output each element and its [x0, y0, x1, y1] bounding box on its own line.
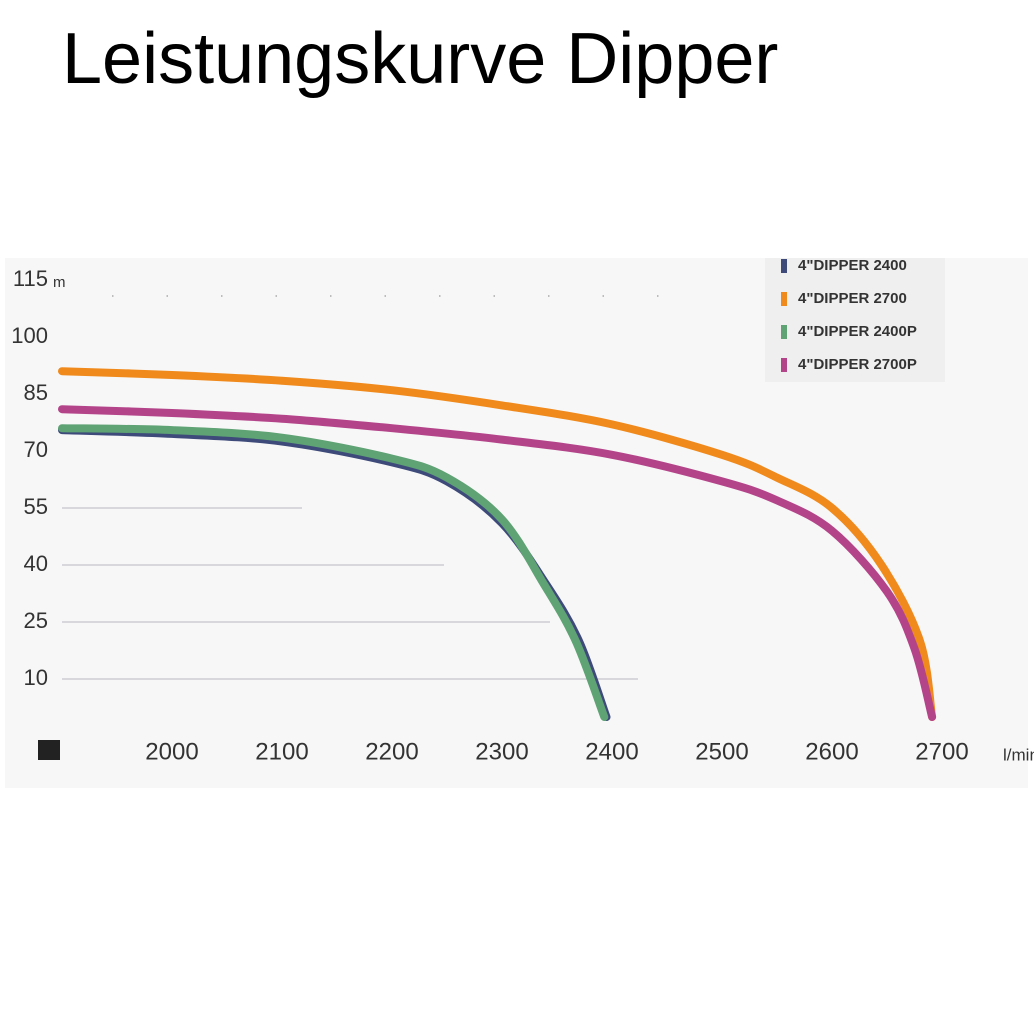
y-tick-label: 115 [13, 266, 48, 291]
x-tick-label: 2500 [695, 738, 748, 765]
data-line [58, 405, 937, 721]
legend-swatch [781, 292, 787, 306]
legend-label: 4"DIPPER 2700P [798, 356, 917, 373]
x-tick-label: 2100 [255, 738, 308, 765]
legend-swatch [781, 325, 787, 339]
chart-title: Leistungskurve Dipper [62, 19, 778, 99]
y-tick-label: 85 [24, 380, 48, 405]
data-line [58, 424, 609, 721]
legend-label: 4"DIPPER 2400 [798, 257, 907, 274]
y-tick-label: 40 [24, 551, 48, 576]
legend-label: 4"DIPPER 2400P [798, 323, 917, 340]
data-line [58, 367, 937, 721]
y-tick-label: 55 [24, 494, 48, 519]
x-tick-label: 2700 [915, 738, 968, 765]
y-tick-label: 10 [24, 665, 48, 690]
x-tick-label: 2300 [475, 738, 528, 765]
x-tick-label: 2400 [585, 738, 638, 765]
x-unit: l/min [1003, 745, 1034, 764]
y-tick-label: 100 [11, 323, 48, 348]
legend [765, 258, 945, 382]
corner-square [38, 740, 60, 760]
x-tick-label: 2600 [805, 738, 858, 765]
legend-label: 4"DIPPER 2700 [798, 290, 907, 307]
y-tick-label: 70 [24, 437, 48, 462]
legend-swatch [781, 259, 787, 273]
x-tick-label: 2200 [365, 738, 418, 765]
y-tick-label: 25 [24, 608, 48, 633]
x-tick-label: 2000 [145, 738, 198, 765]
legend-swatch [781, 358, 787, 372]
y-unit: m [53, 274, 66, 291]
